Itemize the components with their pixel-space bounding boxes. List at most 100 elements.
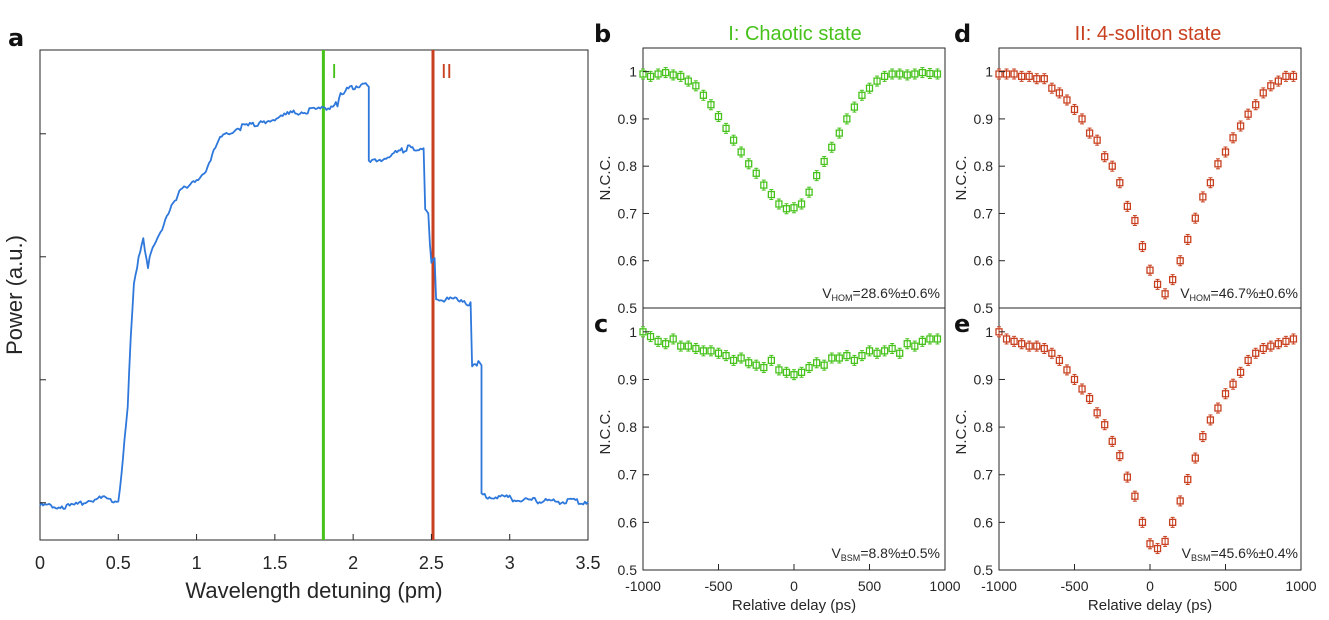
panel-e-data-point (1093, 407, 1101, 419)
panel-e-xtick-label-3: 500 (1214, 578, 1238, 594)
panel-b-data-point (880, 70, 889, 82)
panel-d-plot-area (995, 68, 1298, 300)
panel-d-data-point (1184, 233, 1192, 245)
panel-e-xtick-label-0: -1000 (981, 578, 1017, 594)
panel-b-data-point (639, 68, 647, 80)
panel-c-data-point (790, 369, 798, 381)
panel-a-plot-area: I II (39, 50, 589, 540)
panel-e-data-point (1018, 338, 1026, 350)
panel-d-ytick-label-1: 0.6 (974, 253, 994, 269)
panel-d-data-point (1116, 177, 1124, 189)
panel-b-data-point (760, 179, 768, 191)
panel-e-data-point (1289, 333, 1298, 345)
panel-b-data-point (767, 189, 775, 201)
panel-e-ytick-label-0: 0.5 (974, 562, 994, 578)
panel-e-ytick-label-5: 1 (985, 324, 993, 340)
panel-d-data-point (1085, 127, 1094, 139)
panel-c-data-point (873, 347, 881, 359)
panel-c-xtick-label-0: -1000 (625, 578, 661, 594)
panel-d-visibility-subscript: HOM (1190, 293, 1211, 303)
panel-e-data-point (1108, 435, 1116, 447)
panel-b-data-point (820, 155, 828, 167)
panel-c-y-ticks: 0.5 0.6 0.7 0.8 0.9 1 (618, 324, 649, 578)
panel-e-ytick-label-4: 0.9 (974, 371, 994, 387)
panel-b-data-point (835, 127, 843, 139)
panel-letter-a: a (8, 24, 24, 52)
panel-b-data-point (888, 68, 896, 80)
panel-c-data-point (850, 354, 859, 366)
panel-d-hom-soliton: II: 4-soliton state 0.5 0.6 0.7 0.8 0.9 1 N.C… (953, 23, 1302, 316)
panel-d-title: II: 4-soliton state (1075, 23, 1222, 45)
panel-d-y-axis-label: N.C.C. (953, 156, 970, 201)
panel-d-data-point (1131, 215, 1139, 227)
panel-b-data-point (797, 198, 806, 210)
panel-b-data-point (677, 70, 685, 82)
panel-d-data-point (1252, 99, 1260, 111)
panel-c-data-point (775, 364, 783, 376)
panel-e-data-point (1252, 347, 1260, 359)
panel-d-data-point (1070, 103, 1079, 115)
panel-c-xtick-label-1: -500 (704, 578, 732, 594)
panel-b-data-point (699, 89, 708, 101)
panel-e-visibility-subscript: BSM (1191, 553, 1211, 563)
panel-e-ytick-label-1: 0.6 (974, 514, 994, 530)
panel-d-visibility-value: =46.7%±0.6% (1211, 285, 1298, 301)
panel-d-data-point (1010, 68, 1018, 80)
panel-c-xtick-label-4: 1000 (929, 578, 960, 594)
panel-b-plot-area (639, 67, 942, 215)
panel-d-data-point (1221, 146, 1230, 158)
panel-b-data-point (775, 198, 783, 210)
panel-a-y-axis-label: Power (a.u.) (2, 235, 27, 355)
panel-b-data-point (926, 68, 934, 80)
panel-e-data-point (1169, 516, 1177, 528)
panel-c-data-point (707, 345, 715, 357)
panel-c-ytick-label-2: 0.7 (618, 467, 638, 483)
panel-b-data-point (692, 80, 700, 92)
panel-a-xtick-label-1: 0.5 (106, 553, 131, 573)
panel-a-power-trace: I II 0 0.5 1 1.5 2 2.5 3 3.5 Wavelength detuning… (2, 49, 601, 603)
panel-b-y-ticks: 0.5 0.6 0.7 0.8 0.9 1 (618, 64, 649, 316)
panel-c-plot-area (639, 326, 942, 381)
panel-d-data-point (1169, 274, 1177, 286)
panel-b-ytick-label-1: 0.6 (618, 253, 638, 269)
panel-c-data-point (662, 338, 670, 350)
panel-e-data-point (1085, 393, 1094, 405)
panel-c-data-point (865, 345, 874, 357)
panel-b-data-point (782, 203, 791, 215)
panel-b-data-point (662, 67, 670, 79)
panel-b-data-point (896, 68, 904, 80)
panel-c-data-point (828, 352, 836, 364)
panel-e-data-point (1282, 335, 1290, 347)
panel-b-title: I: Chaotic state (728, 23, 861, 45)
panel-d-data-point (1101, 151, 1109, 163)
panel-b-data-point (669, 69, 677, 81)
panel-e-data-point (1153, 543, 1162, 555)
panel-b-data-point (714, 111, 723, 123)
panel-b-data-point (737, 146, 745, 158)
panel-e-data-point (1161, 535, 1169, 547)
panel-e-data-point (1199, 431, 1207, 443)
panel-e-ytick-label-3: 0.8 (974, 419, 994, 435)
panel-d-data-point (1289, 70, 1298, 82)
panel-e-data-point (1206, 414, 1215, 426)
panel-c-xtick-label-2: 0 (790, 578, 798, 594)
panel-e-data-point (1010, 335, 1018, 347)
panel-c-x-axis-label: Relative delay (ps) (732, 597, 856, 614)
panel-d-visibility-symbol: V (1180, 285, 1190, 301)
panel-b-data-point (654, 68, 662, 80)
panel-b-data-point (933, 68, 942, 80)
panel-c-data-point (677, 340, 685, 352)
panel-b-data-point (828, 141, 836, 153)
panel-d-ytick-label-3: 0.8 (974, 158, 994, 174)
panel-b-data-point (850, 101, 859, 113)
panel-a-xtick-label-0: 0 (35, 553, 45, 573)
panel-c-data-point (843, 350, 851, 362)
panel-b-ytick-label-0: 0.5 (618, 300, 638, 316)
panel-d-data-point (1033, 73, 1041, 85)
panel-c-visibility-subscript: BSM (841, 553, 861, 563)
panel-a-xtick-label-2: 1 (192, 553, 202, 573)
panel-e-y-ticks: 0.5 0.6 0.7 0.8 0.9 1 (974, 324, 1005, 578)
panel-c-bsm-chaotic: -1000 -500 0 500 1000 0.5 0.6 0.7 0.8 0.9 1 Relat… (597, 307, 961, 614)
panel-d-data-point (1267, 80, 1275, 92)
